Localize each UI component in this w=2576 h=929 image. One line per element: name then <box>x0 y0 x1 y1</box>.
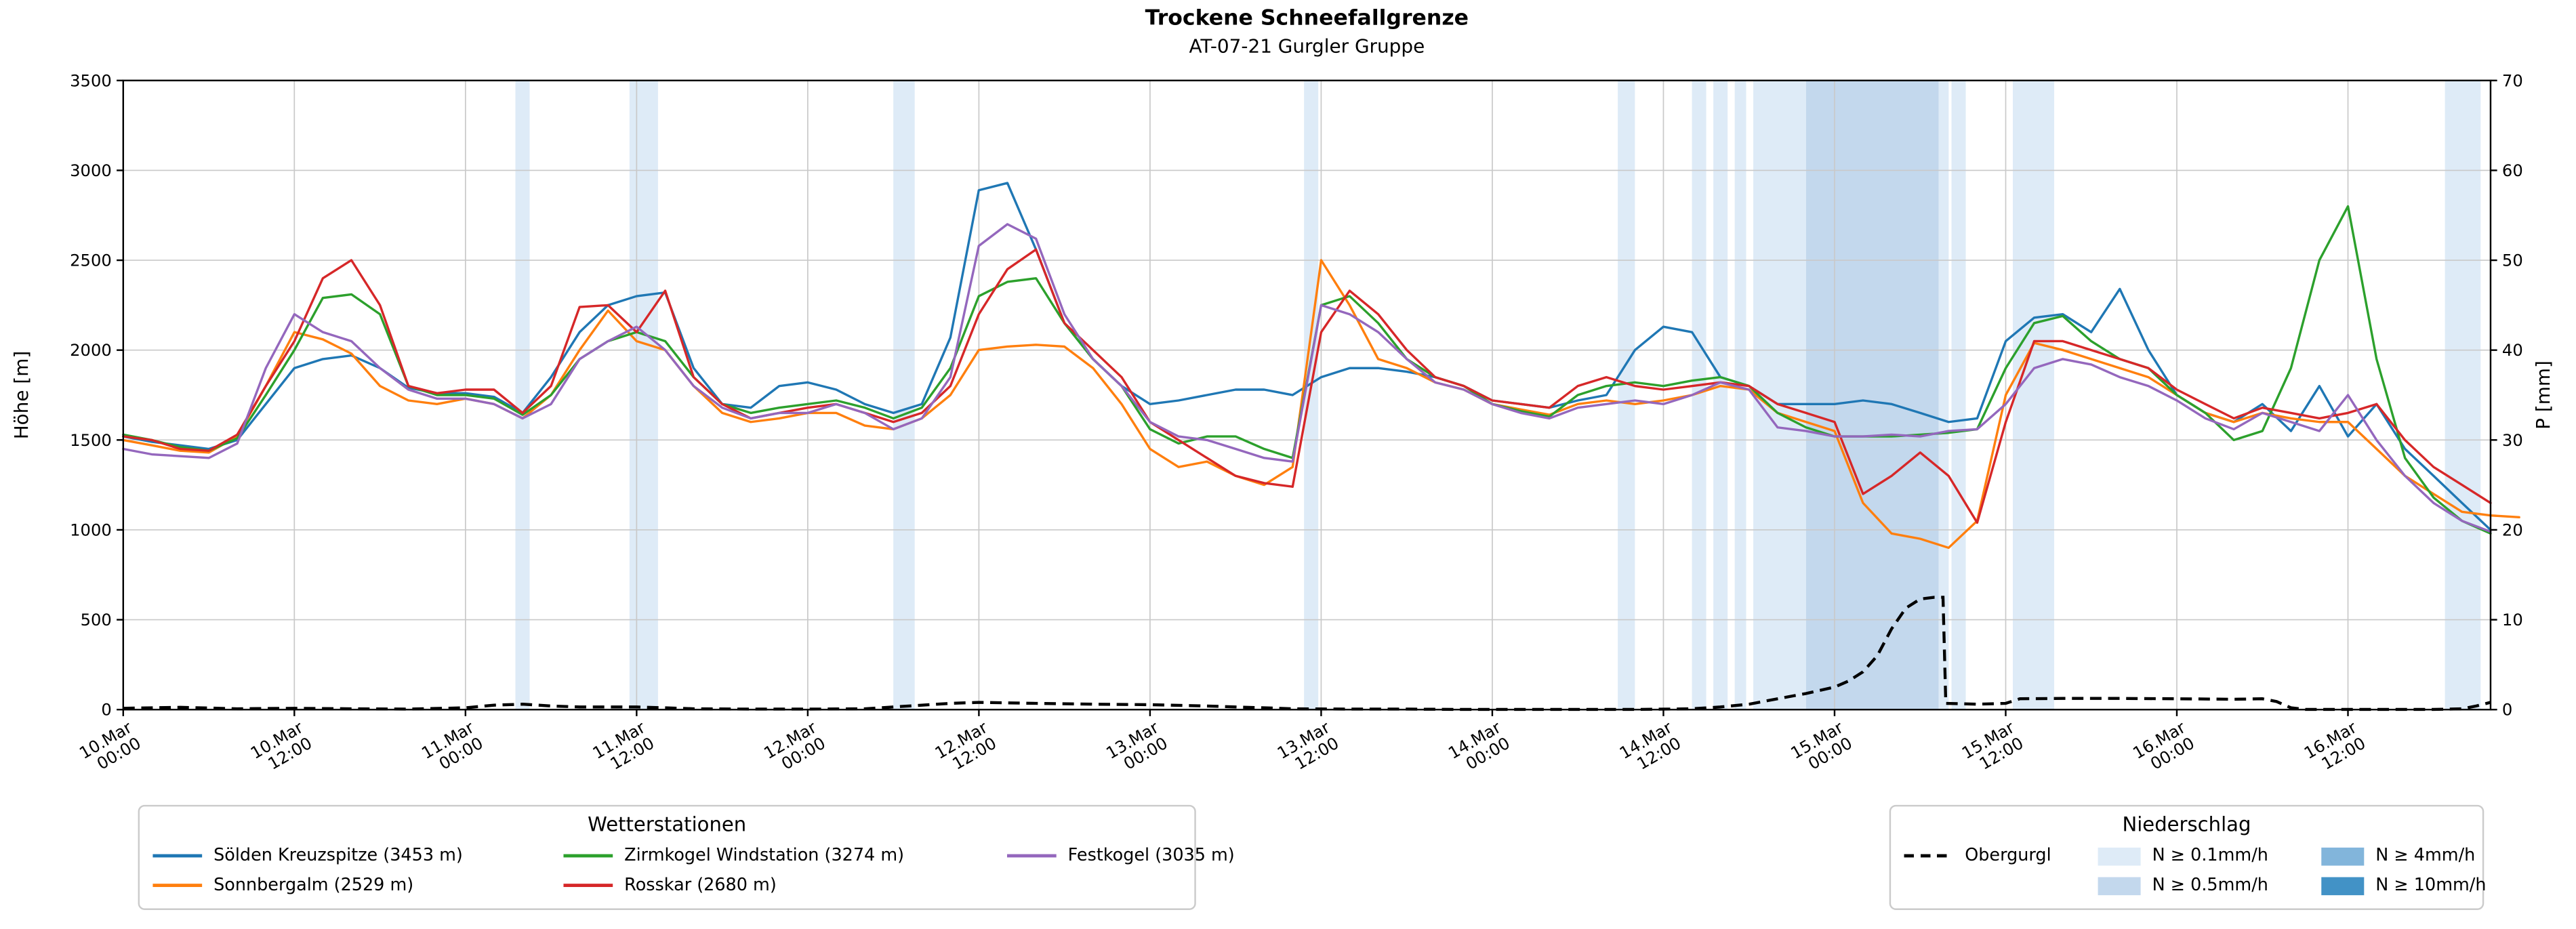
series-color-line <box>563 884 613 888</box>
precip-band <box>1805 80 1939 710</box>
legend-niederschlag: Niederschlag Obergurgl N ≥ 0.1mm/h N ≥ 0… <box>1889 804 2487 910</box>
station-series <box>122 182 2520 550</box>
ytick-left: 3500 <box>70 70 112 90</box>
precip-level-patch <box>2321 846 2365 865</box>
precip-level-patch <box>2321 876 2365 894</box>
precip-band <box>1618 80 1635 710</box>
precip-band <box>1938 80 1949 710</box>
legend-entry-precip-05: N ≥ 0.5mm/h <box>2098 875 2292 895</box>
ylabel-left: Höhe [m] <box>10 351 33 440</box>
series-color-line <box>563 854 613 858</box>
obergurgl-label: Obergurgl <box>1965 846 2051 866</box>
precip-band <box>1692 80 1706 710</box>
legend-entry-obergurgl: Obergurgl <box>1904 846 2068 866</box>
ytick-left: 1000 <box>70 520 112 539</box>
ytick-right: 60 <box>2502 161 2523 180</box>
ytick-right: 30 <box>2502 430 2523 450</box>
ytick-right: 70 <box>2502 70 2523 90</box>
precip-band <box>893 80 915 710</box>
ytick-right: 0 <box>2502 700 2512 720</box>
precip-level-label: N ≥ 4mm/h <box>2375 846 2476 866</box>
precip-band <box>1951 80 1966 710</box>
ytick-left: 0 <box>101 700 111 720</box>
precip-level-label: N ≥ 0.1mm/h <box>2152 846 2268 866</box>
chart-subtitle: AT-07-21 Gurgler Gruppe <box>1189 34 1425 58</box>
legend-stations-title: Wetterstationen <box>588 812 747 836</box>
ytick-left: 500 <box>81 610 112 629</box>
legend-entry-festkogel: Festkogel (3035 m) <box>1006 846 1235 866</box>
legend-entry-zirmkogel: Zirmkogel Windstation (3274 m) <box>563 846 977 866</box>
precip-band <box>629 80 658 710</box>
series-label: Sölden Kreuzspitze (3453 m) <box>213 846 463 866</box>
series-label: Festkogel (3035 m) <box>1067 846 1235 866</box>
chart-plot-area: 0 500 1000 1500 2000 2500 3000 3500 0 10 20 30 40 50 6… <box>10 70 2554 774</box>
series-label: Rosskar (2680 m) <box>624 875 777 896</box>
legend-stations-entries: Sölden Kreuzspitze (3453 m) Sonnbergalm … <box>152 841 1235 900</box>
ytick-right: 10 <box>2502 610 2523 629</box>
precip-level-label: N ≥ 0.5mm/h <box>2152 875 2268 896</box>
ylabel-right: P [mm] <box>2532 360 2554 430</box>
ytick-left: 2000 <box>70 340 112 360</box>
ytick-left: 1500 <box>70 430 112 450</box>
precip-band <box>1304 80 1319 710</box>
ytick-left: 3000 <box>70 161 112 180</box>
legend-entry-precip-10: N ≥ 10mm/h <box>2321 875 2487 896</box>
precip-level-label: N ≥ 10mm/h <box>2375 875 2487 896</box>
precip-band <box>2445 80 2481 710</box>
legend-entry-sonnbergalm: Sonnbergalm (2529 m) <box>152 875 533 895</box>
series-color-line <box>152 854 203 858</box>
obergurgl-dashed-line <box>1904 854 1954 858</box>
precip-level-patch <box>2098 846 2141 865</box>
series-label: Sonnbergalm (2529 m) <box>213 875 414 896</box>
ytick-left: 2500 <box>70 251 112 270</box>
plot-frame <box>122 79 2492 711</box>
legend-precip-entries: Obergurgl N ≥ 0.1mm/h N ≥ 0.5mm/h N ≥ 4m… <box>1904 841 2487 900</box>
series-line-4 <box>122 223 2492 533</box>
precip-band <box>2013 80 2055 710</box>
legend-entry-soelden: Sölden Kreuzspitze (3453 m) <box>152 846 533 866</box>
legend-entry-precip-4: N ≥ 4mm/h <box>2321 846 2486 866</box>
precip-band <box>515 80 530 710</box>
series-color-line <box>152 884 203 888</box>
legend-precip-title: Niederschlag <box>2122 812 2251 836</box>
series-label: Zirmkogel Windstation (3274 m) <box>624 846 905 866</box>
legend-entry-precip-01: N ≥ 0.1mm/h <box>2098 846 2292 866</box>
legend-wetterstationen: Wetterstationen Sölden Kreuzspitze (3453… <box>138 804 1235 910</box>
series-color-line <box>1006 854 1057 858</box>
ytick-right: 20 <box>2502 520 2523 539</box>
ytick-right: 50 <box>2502 251 2523 270</box>
precip-band <box>1734 80 1746 710</box>
legend-entry-rosskar: Rosskar (2680 m) <box>563 875 977 895</box>
ytick-right: 40 <box>2502 340 2523 360</box>
precip-bands <box>515 80 2481 710</box>
precip-level-patch <box>2098 876 2141 894</box>
chart-title: Trockene Schneefallgrenze <box>1145 6 1469 32</box>
axis-ticks: 0 500 1000 1500 2000 2500 3000 3500 0 10 20 30 40 50 6… <box>70 70 2523 774</box>
series-line-3 <box>122 248 2492 524</box>
precip-band <box>1713 80 1728 710</box>
